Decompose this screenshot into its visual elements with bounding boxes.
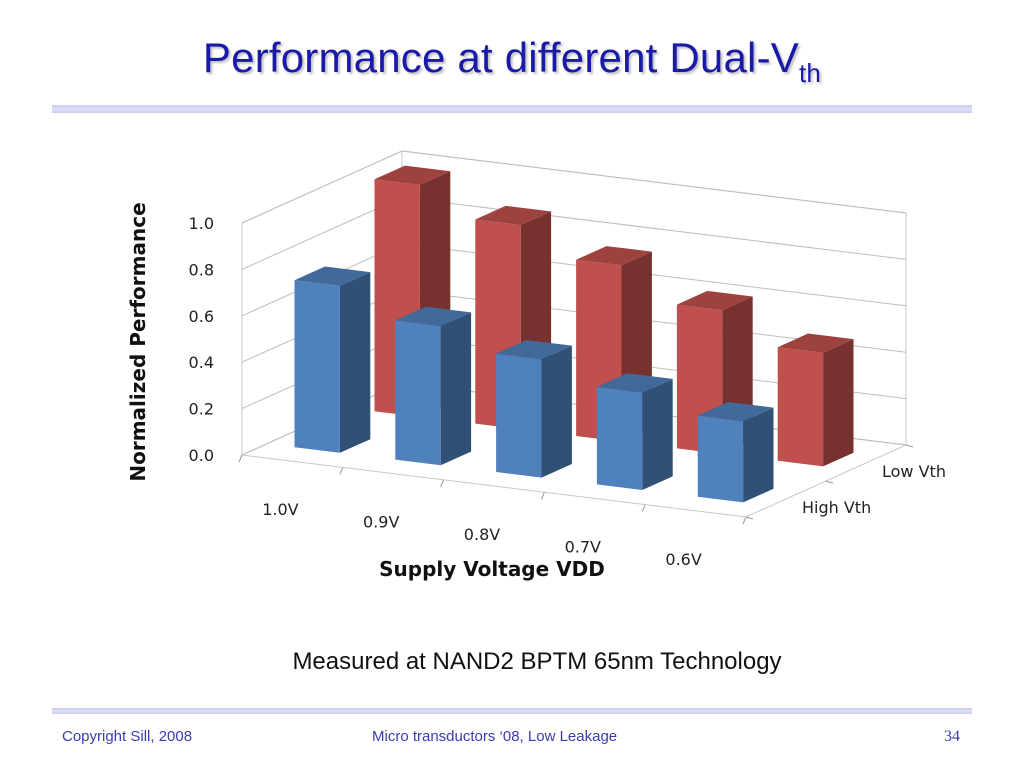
slide-title: Performance at different Dual-Vth [0, 34, 1024, 89]
bar-side [642, 378, 673, 490]
bar-top [676, 290, 753, 311]
x-axis-title: Supply Voltage VDD [379, 557, 605, 581]
y-tick-label: 1.0 [189, 214, 214, 233]
bar-side [440, 312, 472, 466]
bar [294, 266, 371, 453]
bar-top [496, 340, 572, 360]
y-tick-label: 0.4 [189, 353, 214, 372]
bar-side [823, 339, 854, 467]
bar [777, 333, 854, 467]
bar-top [596, 373, 673, 393]
y-axis-title: Normalized Performance [126, 202, 150, 481]
bar-top [395, 306, 472, 326]
depth-tick-mark [745, 516, 754, 520]
x-tick-mark [641, 504, 646, 512]
y-tick-label: 0.6 [189, 307, 214, 326]
y-tick-label: 0.2 [189, 400, 214, 419]
bar-side [541, 345, 572, 478]
bar-side [339, 272, 371, 453]
slide-title-subscript: th [798, 58, 822, 88]
x-tick-label: 0.7V [565, 537, 601, 556]
footer-event: Micro transductors ‘08, Low Leakage [372, 728, 618, 745]
bar-top [475, 205, 552, 226]
x-tick-mark [238, 454, 243, 463]
bar-top [697, 402, 774, 422]
x-tick-mark [440, 479, 445, 487]
bar [496, 340, 572, 478]
legend-label: Low Vth [882, 462, 946, 481]
footer-divider [52, 708, 972, 714]
bar-front [596, 387, 643, 490]
slide-title-main: Performance at different Dual-V [202, 34, 799, 81]
bar [596, 373, 673, 490]
bar-front [777, 347, 824, 467]
y-tick-label: 0.8 [189, 260, 214, 279]
depth-tick-mark [905, 444, 914, 448]
performance-chart: 0.0 0.2 0.4 0.6 0.8 1.0 1.0V 0.9V 0.8V 0.7V 0.6V Lo… [126, 150, 946, 581]
x-tick-mark [742, 516, 747, 525]
bar-front [395, 320, 441, 466]
title-divider [52, 105, 972, 113]
legend-label: High Vth [802, 498, 871, 517]
y-tick-label: 0.0 [189, 446, 214, 465]
bar-front [294, 280, 340, 453]
bar-front [496, 353, 542, 478]
bar-top [294, 266, 371, 286]
chart-caption: Measured at NAND2 BPTM 65nm Technology [292, 648, 782, 675]
bar [395, 306, 472, 466]
gridline [241, 196, 907, 270]
x-tick-label: 0.6V [665, 550, 701, 569]
x-tick-mark [339, 467, 344, 475]
footer-copyright: Copyright Sill, 2008 [62, 728, 193, 745]
depth-tick-mark [825, 480, 834, 484]
bar-top [374, 165, 451, 185]
x-tick-mark [540, 492, 545, 500]
bar-side [743, 407, 774, 503]
gridline [241, 150, 907, 224]
x-tick-label: 0.8V [464, 525, 500, 544]
bar-top [777, 333, 854, 353]
chart-bars [294, 165, 854, 503]
x-tick-label: 1.0V [262, 500, 298, 519]
bar-front [697, 415, 744, 503]
bar-top [576, 246, 652, 266]
footer-page-number: 34 [944, 728, 960, 745]
bar [697, 402, 774, 503]
x-tick-label: 0.9V [363, 513, 399, 532]
